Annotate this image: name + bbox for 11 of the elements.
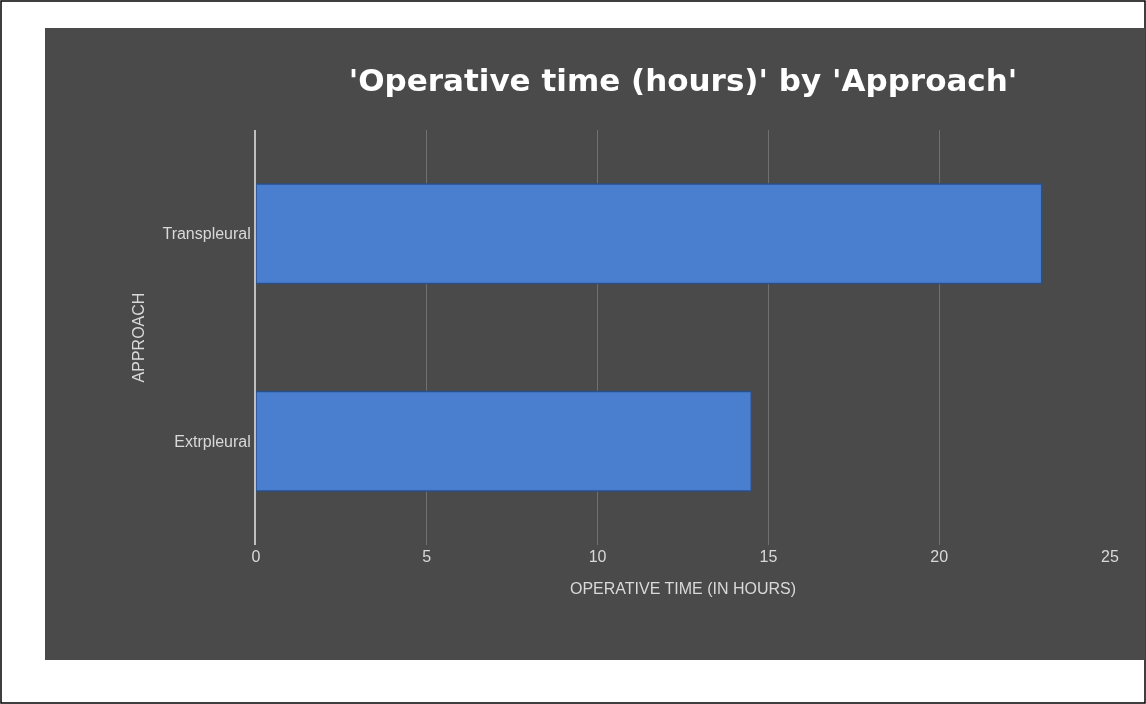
- chart-title: 'Operative time (hours)' by 'Approach': [348, 61, 1018, 98]
- x-tick-label: 15: [759, 548, 778, 565]
- x-tick-label: 20: [930, 548, 949, 565]
- x-tick-label: 25: [1101, 548, 1119, 565]
- y-tick-label: Transpleural: [162, 225, 251, 243]
- y-axis-title: APPROACH: [129, 292, 147, 383]
- x-tick-label: 10: [588, 548, 607, 565]
- x-tick-label: 5: [422, 548, 432, 565]
- x-axis-title: OPERATIVE TIME (IN HOURS): [569, 579, 797, 597]
- x-tick-label: 0: [251, 548, 261, 565]
- y-tick-label: Extrpleural: [174, 432, 251, 450]
